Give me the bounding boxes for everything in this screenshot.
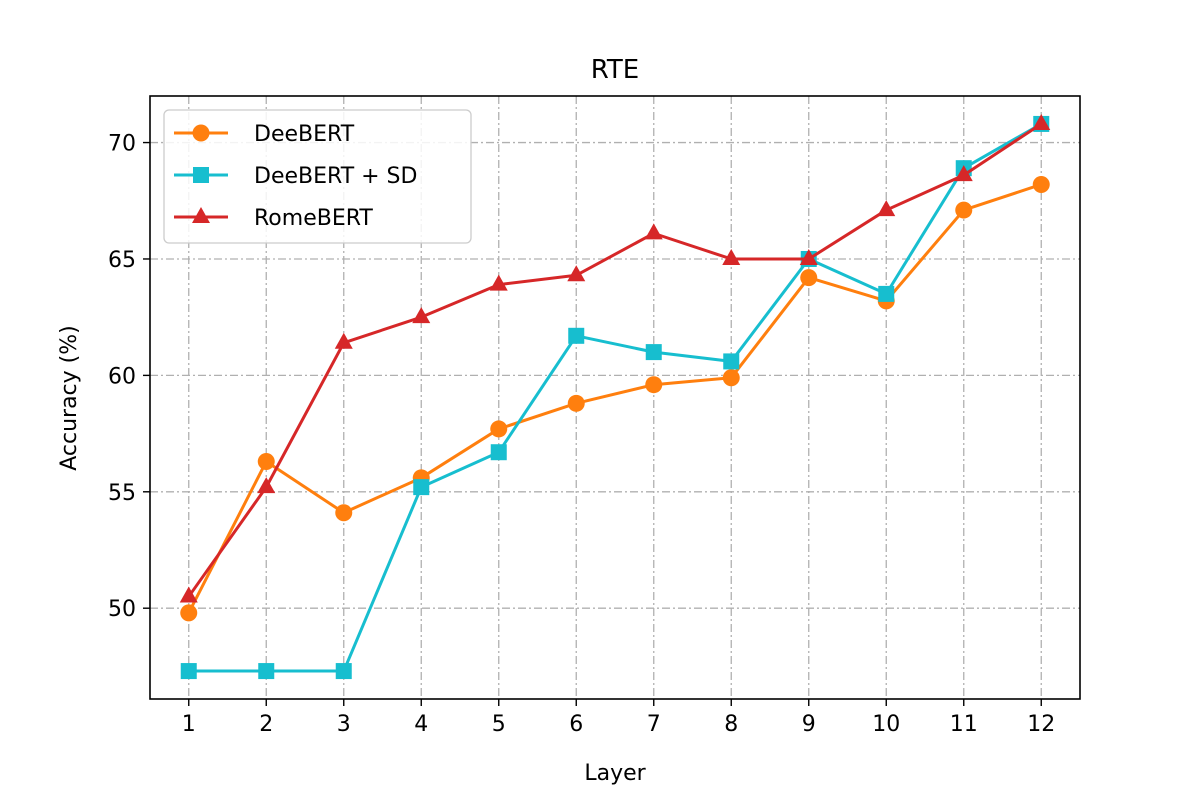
data-point-romebert [489,274,508,291]
series-line-deebert [187,183,1042,614]
data-point-romebert [877,200,896,217]
data-point-romebert [412,307,431,324]
legend-label: DeeBERT [254,122,355,147]
legend-marker [192,207,210,223]
data-point-deebert-sd [645,344,662,361]
data-point-deebert [490,420,508,438]
series-line-romebert [187,122,1043,598]
data-point-deebert-sd [180,663,197,680]
data-point-deebert [955,201,973,219]
data-point-romebert [722,248,741,265]
legend-item-deebert-sd: DeeBERT + SD [174,164,417,189]
x-tick-label: 8 [724,712,738,737]
y-tick-label: 50 [108,597,136,622]
data-point-romebert [334,332,353,349]
data-point-romebert [954,165,973,182]
data-point-deebert [722,369,740,387]
y-tick-label: 60 [108,364,136,389]
data-point-deebert-sd [723,353,740,370]
x-tick-label: 11 [950,712,978,737]
x-tick-label: 2 [259,712,273,737]
series-line-deebert-sd [188,122,1042,673]
series-romebert [179,113,1051,603]
y-tick-label: 55 [108,481,136,506]
plot-frame [149,95,1081,700]
y-axis-label: Accuracy (%) [57,325,82,471]
data-point-romebert [567,265,586,282]
x-tick-label: 9 [802,712,816,737]
data-point-deebert [567,394,585,412]
data-point-deebert [257,453,275,471]
y-tick-label: 65 [108,248,136,273]
data-point-deebert-sd [878,285,895,302]
legend-label: RomeBERT [254,206,373,231]
data-point-deebert [180,604,198,622]
x-tick-label: 6 [569,712,583,737]
data-point-deebert [335,504,353,522]
legend-label: DeeBERT + SD [254,164,417,189]
x-tick-label: 10 [872,712,900,737]
x-axis-label: Layer [584,761,646,786]
data-point-deebert-sd [568,327,585,344]
legend-marker [192,124,210,142]
x-tick-label: 5 [492,712,506,737]
data-point-romebert [644,223,663,240]
legend-box [163,109,472,244]
legend-marker [193,167,209,183]
y-axis: 50 55 60 65 70 [108,132,150,622]
series-layer [179,113,1051,680]
legend-item-romebert: RomeBERT [174,206,373,231]
x-axis: 1 2 3 4 5 6 7 8 9 10 11 12 [182,699,1055,737]
x-tick-label: 12 [1027,712,1055,737]
legend-item-deebert: DeeBERT [174,122,355,147]
data-point-romebert [257,477,276,494]
chart-title: RTE [591,55,639,85]
data-point-deebert-sd [335,663,352,680]
data-point-deebert [645,376,663,394]
data-point-romebert [799,248,818,265]
legend: DeeBERT DeeBERT + SD RomeBERT [163,109,472,244]
data-point-deebert-sd [490,444,507,461]
series-deebert [180,175,1050,622]
data-point-deebert [1032,175,1050,193]
data-point-romebert [1032,113,1051,130]
data-point-deebert-sd [258,663,275,680]
x-tick-label: 1 [182,712,196,737]
y-tick-label: 70 [108,132,136,157]
x-tick-label: 7 [647,712,661,737]
x-tick-label: 3 [337,712,351,737]
data-point-deebert [800,269,818,287]
x-tick-label: 4 [414,712,428,737]
data-point-romebert [179,586,198,603]
data-point-deebert-sd [413,479,430,496]
